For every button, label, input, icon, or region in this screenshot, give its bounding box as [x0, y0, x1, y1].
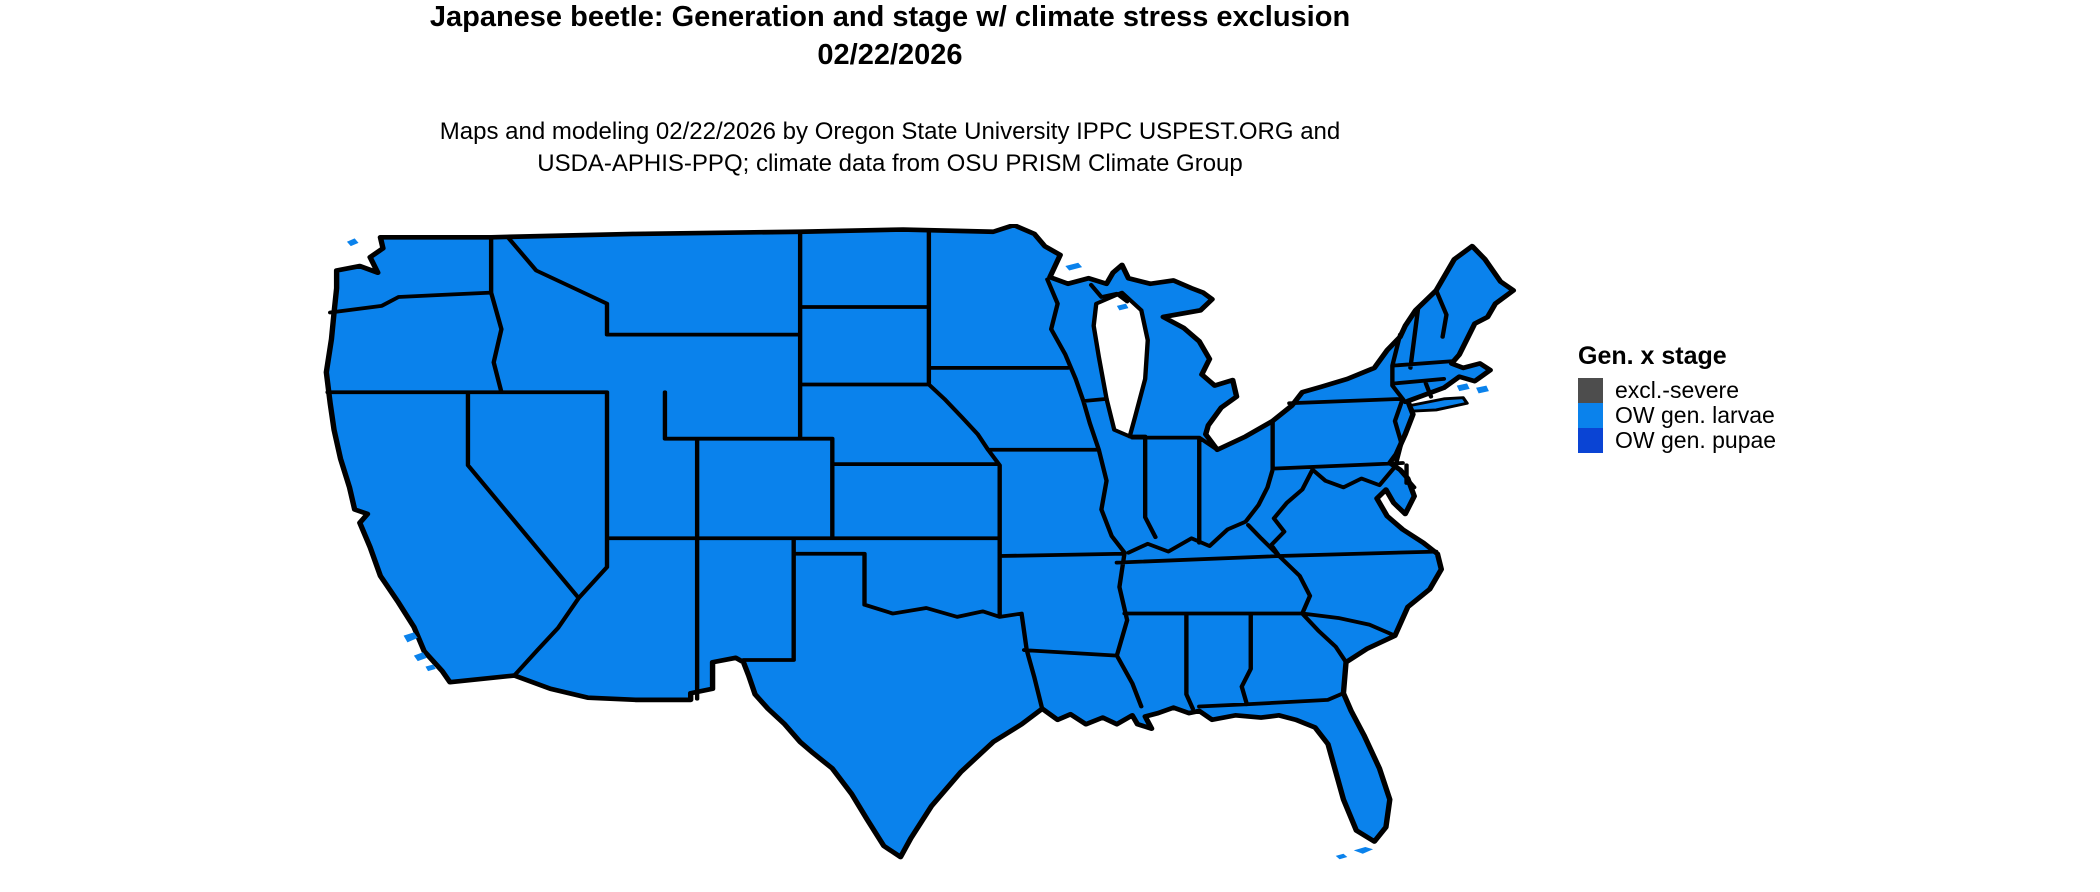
us-map-svg	[323, 224, 1517, 860]
legend-swatch-ow-gen-larvae	[1578, 403, 1603, 428]
legend-title: Gen. x stage	[1578, 342, 1727, 370]
nation-outline	[323, 224, 1517, 860]
map-title-date: 02/22/2026	[817, 39, 963, 71]
legend-label-ow-gen-pupae: OW gen. pupae	[1615, 427, 1777, 453]
subtitle-block: Maps and modeling 02/22/2026 by Oregon S…	[0, 116, 1780, 180]
map-title: Japanese beetle: Generation and stage w/…	[429, 1, 1351, 33]
title-block: Japanese beetle: Generation and stage w/…	[0, 0, 1780, 72]
legend-item-ow-gen-larvae: OW gen. larvae	[1578, 403, 1776, 428]
legend-item-excl-severe: excl.-severe	[1578, 378, 1776, 403]
legend-item-ow-gen-pupae: OW gen. pupae	[1578, 428, 1776, 453]
state-borders	[325, 228, 1454, 711]
legend: Gen. x stage excl.-severe OW gen. larvae…	[1578, 342, 1776, 453]
subtitle-line-2: USDA-APHIS-PPQ; climate data from OSU PR…	[537, 150, 1243, 177]
legend-swatch-ow-gen-pupae	[1578, 428, 1603, 453]
long-island	[1408, 396, 1469, 413]
legend-label-excl-severe: excl.-severe	[1615, 377, 1739, 403]
subtitle-line-1: Maps and modeling 02/22/2026 by Oregon S…	[439, 118, 1341, 145]
us-map	[298, 224, 1534, 888]
legend-swatch-excl-severe	[1578, 378, 1603, 403]
legend-label-ow-gen-larvae: OW gen. larvae	[1615, 402, 1775, 428]
